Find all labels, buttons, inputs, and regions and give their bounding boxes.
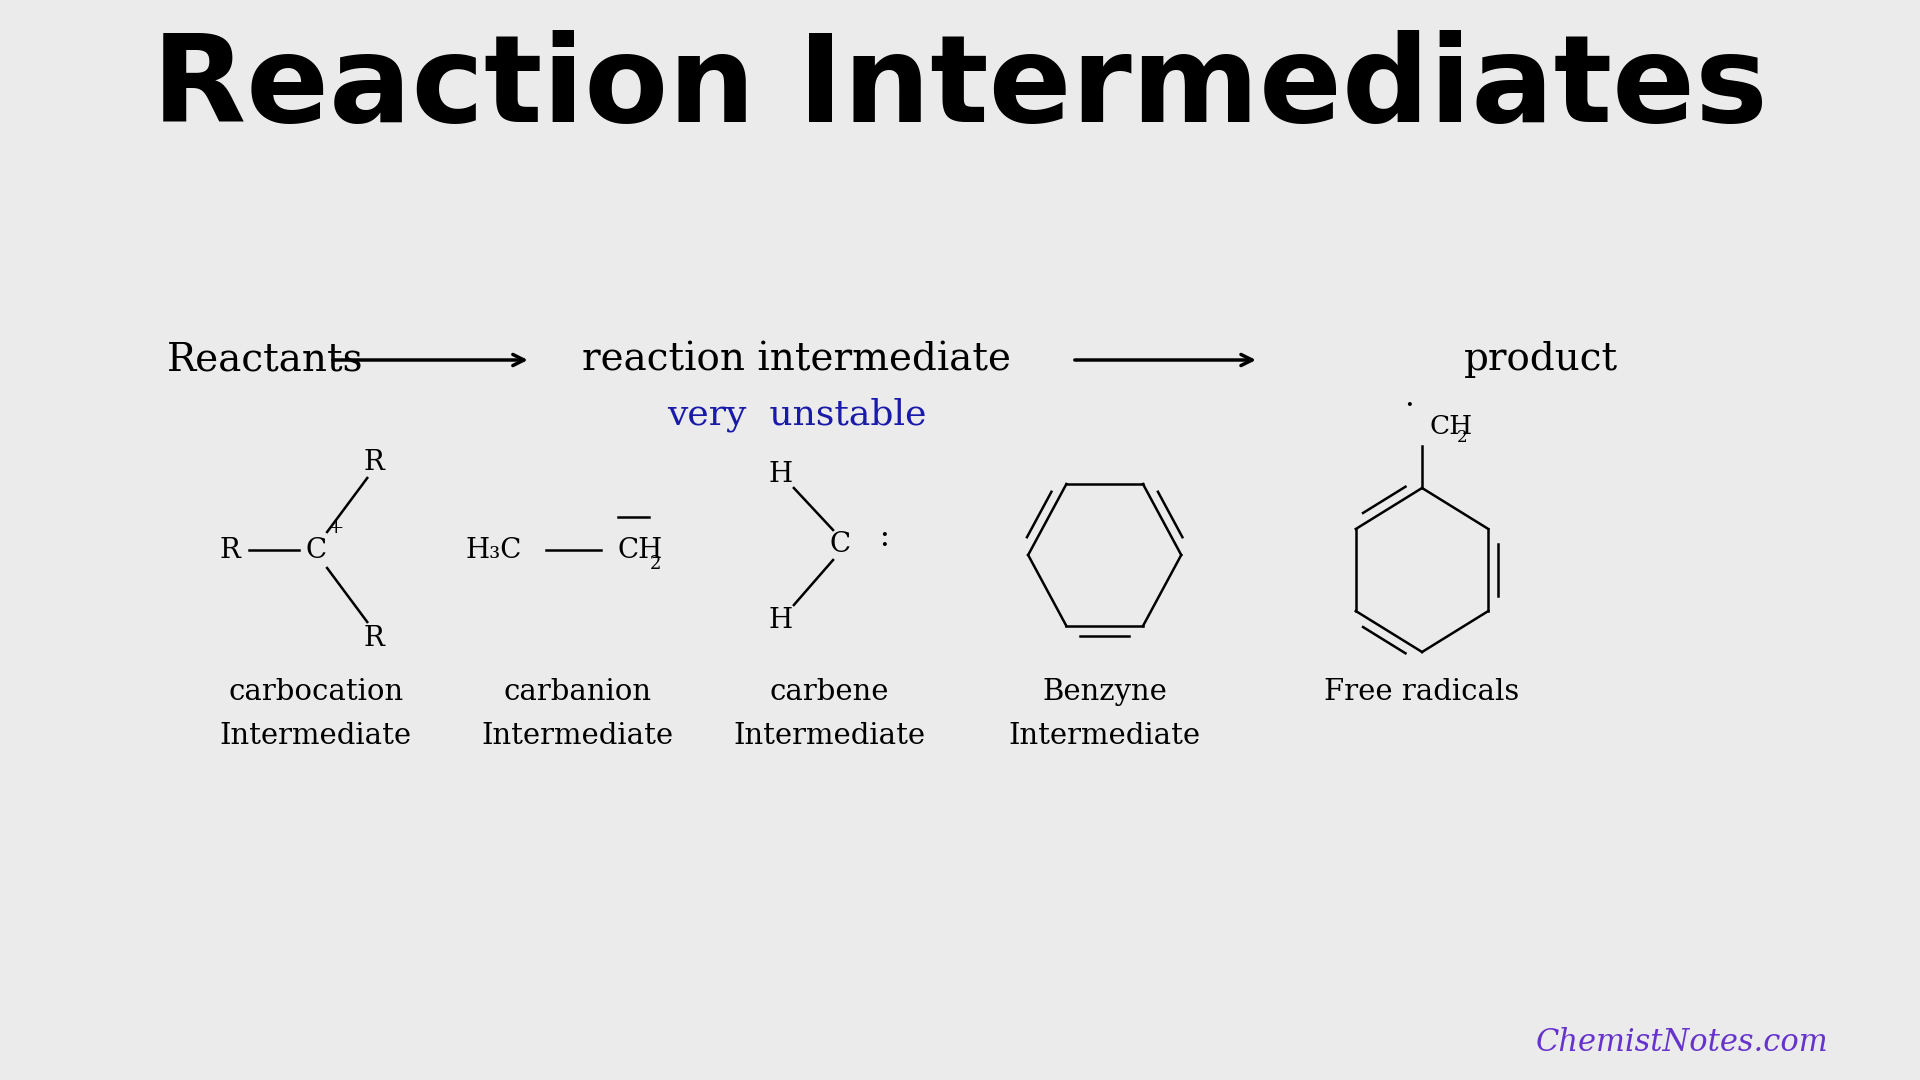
Text: Reaction Intermediates: Reaction Intermediates xyxy=(152,30,1768,147)
Text: H₃C: H₃C xyxy=(465,537,522,564)
Text: R: R xyxy=(219,537,240,564)
Text: Intermediate: Intermediate xyxy=(482,723,674,750)
Text: very  unstable: very unstable xyxy=(666,397,925,432)
Text: carbocation: carbocation xyxy=(228,678,403,706)
Text: 2: 2 xyxy=(651,555,662,573)
Text: C: C xyxy=(305,537,326,564)
Text: reaction intermediate: reaction intermediate xyxy=(582,341,1012,378)
Text: Reactants: Reactants xyxy=(167,341,363,378)
Text: product: product xyxy=(1465,341,1619,378)
Text: Intermediate: Intermediate xyxy=(221,723,413,750)
Text: 2: 2 xyxy=(1457,430,1467,446)
Text: Benzyne: Benzyne xyxy=(1043,678,1167,706)
Text: ·: · xyxy=(1404,391,1413,421)
Text: C: C xyxy=(829,531,851,558)
Text: Intermediate: Intermediate xyxy=(1008,723,1200,750)
Text: +: + xyxy=(328,519,346,537)
Text: carbanion: carbanion xyxy=(503,678,651,706)
Text: ChemistNotes.com: ChemistNotes.com xyxy=(1536,1027,1828,1058)
Text: Free radicals: Free radicals xyxy=(1325,678,1521,706)
Text: CH: CH xyxy=(1430,414,1473,438)
Text: R: R xyxy=(363,448,384,475)
Text: H: H xyxy=(768,460,793,487)
Text: carbene: carbene xyxy=(770,678,889,706)
Text: CH: CH xyxy=(618,537,662,564)
Text: :: : xyxy=(870,523,891,553)
Text: R: R xyxy=(363,624,384,651)
Text: H: H xyxy=(768,607,793,634)
Text: Intermediate: Intermediate xyxy=(733,723,925,750)
